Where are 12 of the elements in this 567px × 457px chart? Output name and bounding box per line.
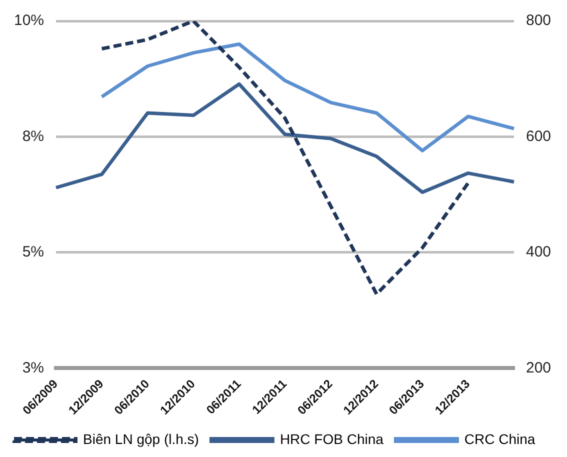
y-tick-label: 3% <box>22 359 44 376</box>
legend-label: CRC China <box>464 430 536 447</box>
legend-label: Biên LN gộp (l.h.s) <box>83 430 199 447</box>
y2-tick-label: 200 <box>526 359 552 376</box>
y-tick-label: 5% <box>22 244 44 261</box>
y2-tick-label: 800 <box>526 12 552 30</box>
y-tick-label: 10% <box>14 12 44 30</box>
y2-tick-label: 600 <box>526 128 552 145</box>
line-series <box>100 21 470 296</box>
legend-label: HRC FOB China <box>280 430 384 447</box>
y-tick-label: 8% <box>22 128 44 145</box>
y2-tick-label: 400 <box>526 244 552 261</box>
